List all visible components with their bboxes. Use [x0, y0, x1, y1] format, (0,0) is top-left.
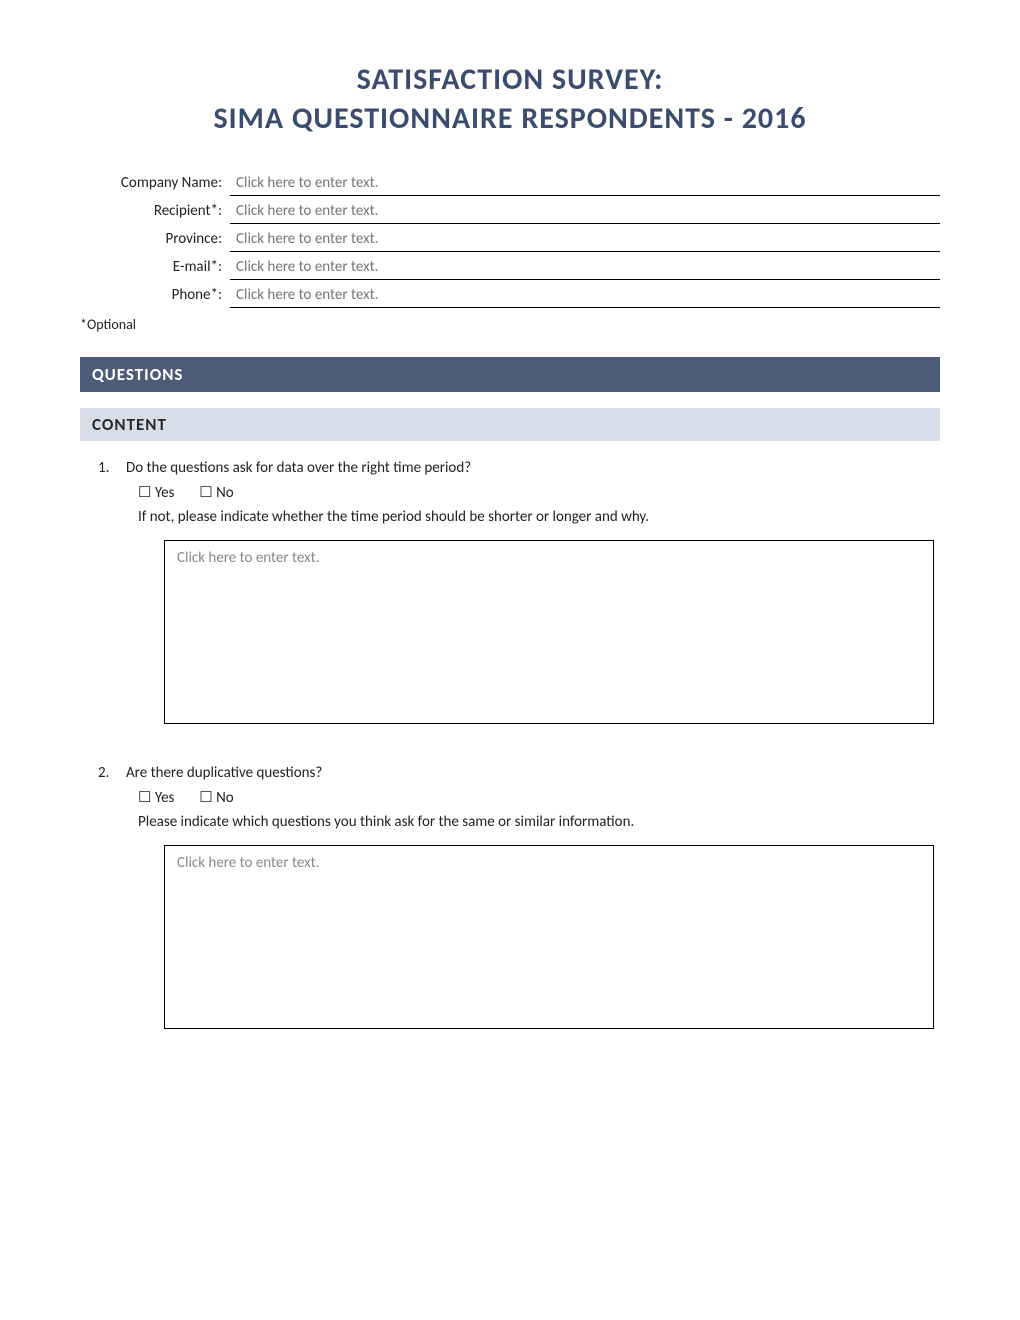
question-text-2: Are there duplicative questions?: [126, 764, 322, 782]
info-row-phone: Phone*:: [80, 280, 940, 308]
label-province: Province:: [80, 224, 230, 252]
followup-1: If not, please indicate whether the time…: [80, 508, 940, 526]
checkbox-no-2[interactable]: ☐: [199, 789, 212, 807]
followup-2: Please indicate which questions you thin…: [80, 813, 940, 831]
page-title: SATISFACTION SURVEY: SIMA QUESTIONNAIRE …: [80, 60, 940, 138]
textarea-1[interactable]: Click here to enter text.: [164, 540, 934, 724]
checkbox-yes-2[interactable]: ☐: [138, 789, 151, 807]
label-email: E-mail*:: [80, 252, 230, 280]
section-header-questions: QUESTIONS: [80, 357, 940, 392]
label-recipient: Recipient*:: [80, 196, 230, 224]
question-number-2: 2.: [98, 764, 126, 782]
no-label-2: No: [216, 789, 234, 807]
info-table: Company Name: Recipient*: Province: E-ma…: [80, 168, 940, 308]
question-block-2: 2. Are there duplicative questions? ☐ Ye…: [80, 764, 940, 1029]
optional-note: *Optional: [80, 316, 940, 333]
label-company-name: Company Name:: [80, 168, 230, 196]
info-row-email: E-mail*:: [80, 252, 940, 280]
textarea-2[interactable]: Click here to enter text.: [164, 845, 934, 1029]
info-row-recipient: Recipient*:: [80, 196, 940, 224]
title-line-2: SIMA QUESTIONNAIRE RESPONDENTS - 2016: [80, 99, 940, 138]
question-number-1: 1.: [98, 459, 126, 477]
info-row-province: Province:: [80, 224, 940, 252]
input-province[interactable]: [230, 226, 940, 252]
yes-label-1: Yes: [155, 484, 175, 502]
yesno-row-1: ☐ Yes ☐ No: [80, 483, 940, 502]
question-row: 2. Are there duplicative questions?: [80, 764, 940, 782]
input-recipient[interactable]: [230, 198, 940, 224]
no-label-1: No: [216, 484, 234, 502]
input-phone[interactable]: [230, 282, 940, 308]
checkbox-yes-1[interactable]: ☐: [138, 484, 151, 502]
label-phone: Phone*:: [80, 280, 230, 308]
question-row: 1. Do the questions ask for data over th…: [80, 459, 940, 477]
input-company-name[interactable]: [230, 170, 940, 196]
question-text-1: Do the questions ask for data over the r…: [126, 459, 471, 477]
title-line-1: SATISFACTION SURVEY:: [80, 60, 940, 99]
yes-label-2: Yes: [155, 789, 175, 807]
input-email[interactable]: [230, 254, 940, 280]
info-row-company: Company Name:: [80, 168, 940, 196]
yesno-row-2: ☐ Yes ☐ No: [80, 788, 940, 807]
checkbox-no-1[interactable]: ☐: [199, 484, 212, 502]
section-header-content: CONTENT: [80, 408, 940, 441]
question-block-1: 1. Do the questions ask for data over th…: [80, 459, 940, 724]
